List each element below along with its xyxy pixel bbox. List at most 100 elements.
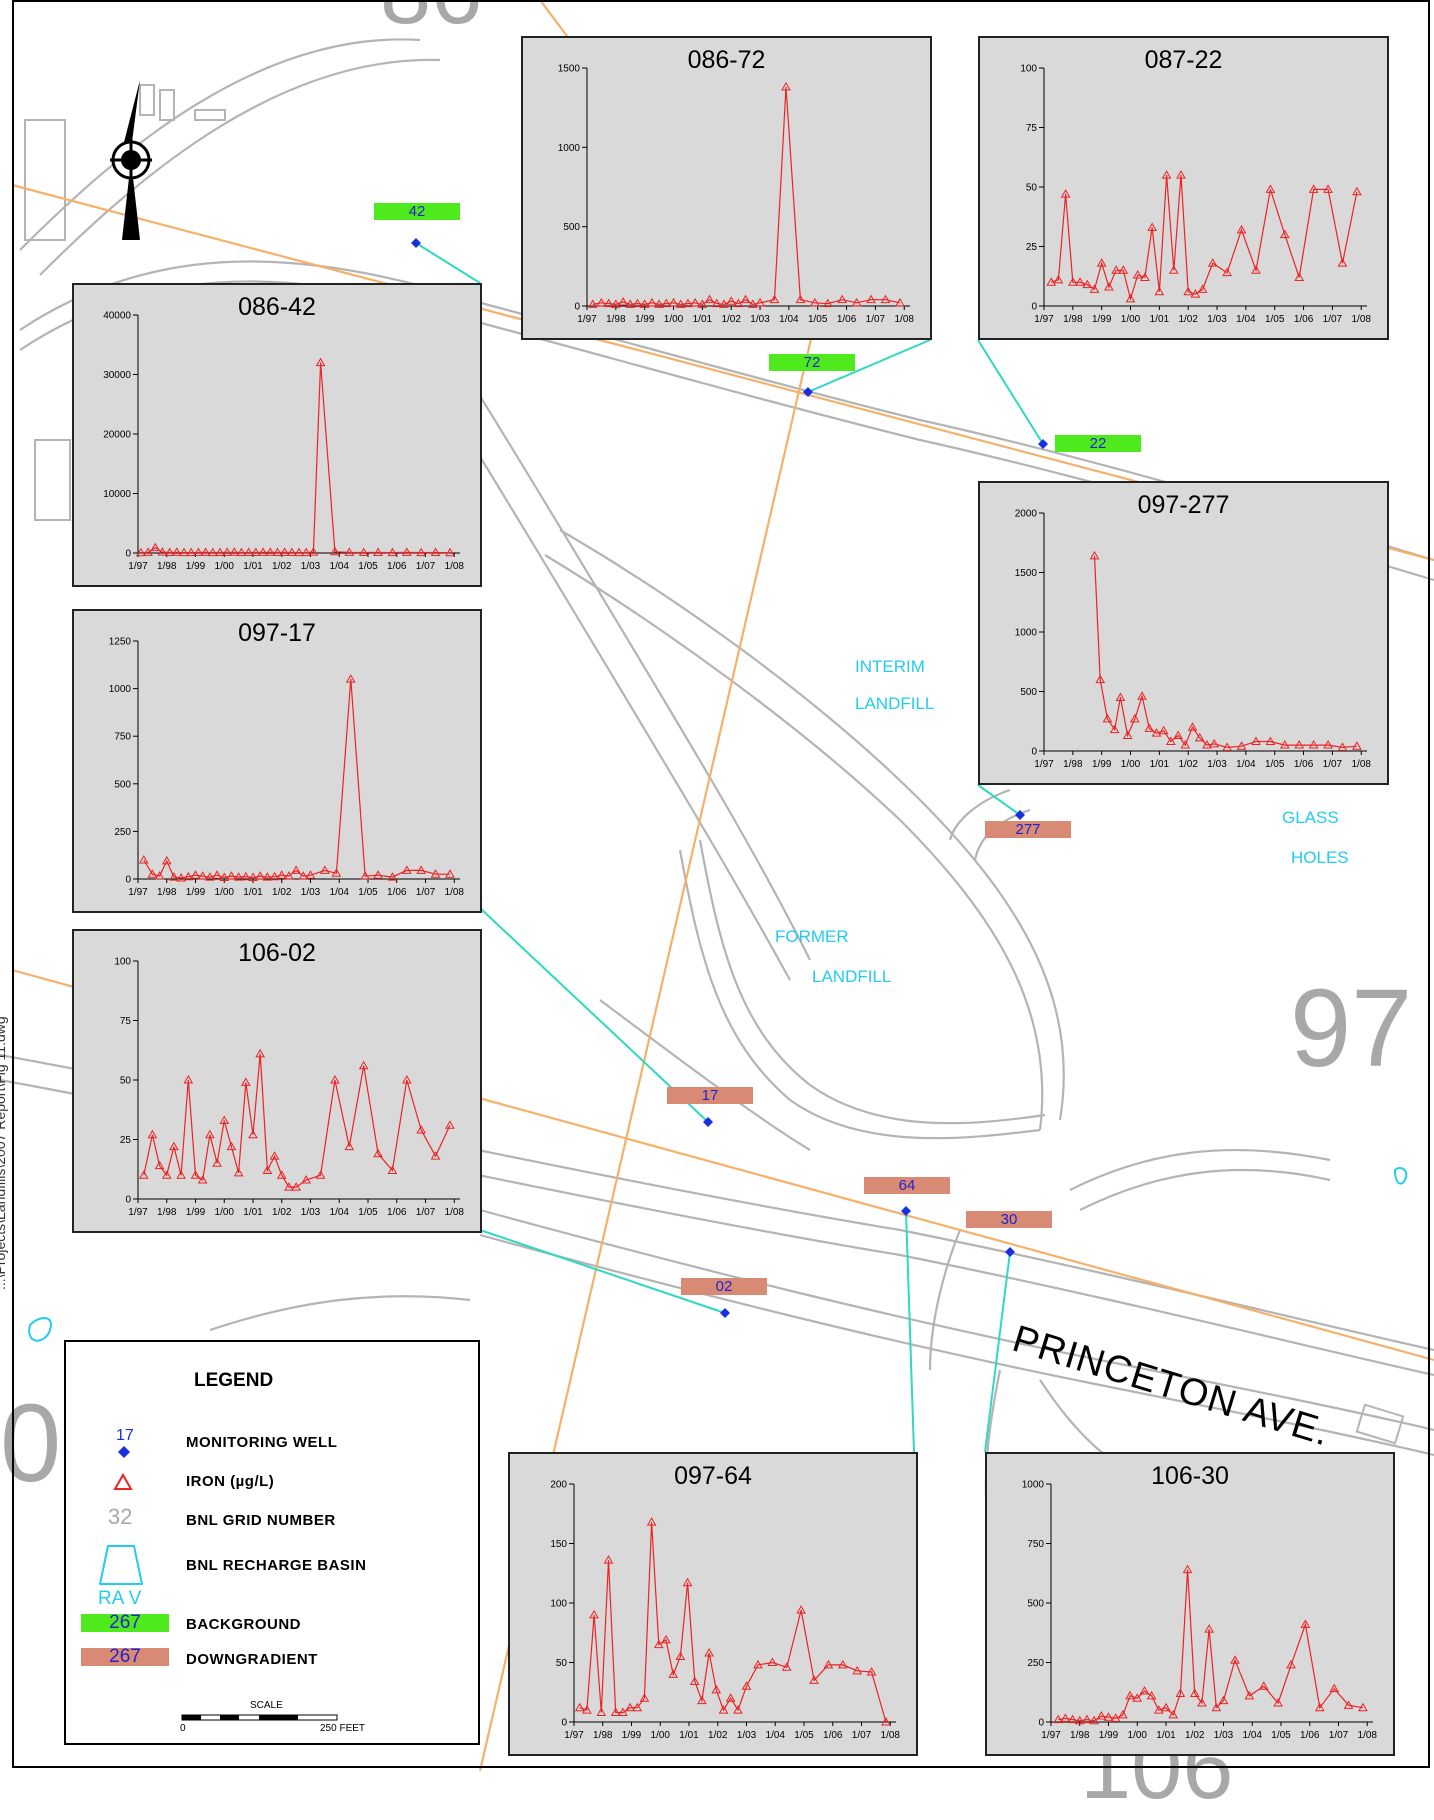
x-tick-label: 1/05 bbox=[358, 887, 378, 898]
landfill-label-former: LANDFILL bbox=[812, 967, 892, 986]
x-tick-label: 1/01 bbox=[679, 1730, 699, 1741]
data-point-triangle bbox=[215, 547, 225, 557]
data-point-triangle bbox=[733, 1705, 743, 1714]
x-tick-label: 1/05 bbox=[358, 1207, 378, 1218]
well-marker[interactable] bbox=[901, 1206, 911, 1216]
data-point-triangle bbox=[205, 1129, 215, 1139]
x-tick-label: 1/04 bbox=[779, 314, 799, 325]
data-point-triangle bbox=[881, 1716, 891, 1726]
well-tag-277[interactable]: 277 bbox=[985, 821, 1071, 838]
legend-basin-label: BNL RECHARGE BASIN bbox=[186, 1557, 367, 1574]
buildings bbox=[24, 84, 1405, 1445]
x-tick-label: 1/98 bbox=[593, 1730, 613, 1741]
data-point-triangle bbox=[430, 1151, 441, 1160]
y-tick-label: 25 bbox=[120, 1135, 132, 1146]
data-point-triangle bbox=[330, 546, 340, 556]
x-tick-label: 1/97 bbox=[128, 1207, 148, 1218]
data-point-triangle bbox=[1244, 1690, 1255, 1700]
well-tag-64[interactable]: 64 bbox=[864, 1177, 950, 1194]
well-marker[interactable] bbox=[1015, 810, 1025, 820]
data-point-triangle bbox=[200, 547, 211, 556]
data-point-triangle bbox=[269, 1151, 280, 1160]
x-tick-label: 1/01 bbox=[1150, 314, 1170, 325]
data-point-triangle bbox=[866, 1667, 877, 1676]
chart-plot-097-277: 0 500 1000 1500 2000 1/97 1/98 1/99 1/00 1/01 1/02… bbox=[1015, 509, 1372, 771]
legend-grid-label: BNL GRID NUMBER bbox=[186, 1512, 336, 1529]
data-point-triangle bbox=[781, 82, 791, 91]
data-point-triangle bbox=[1168, 1709, 1179, 1719]
x-tick-label: 1/97 bbox=[128, 887, 148, 898]
data-point-triangle bbox=[169, 1141, 179, 1151]
well-marker[interactable] bbox=[720, 1308, 730, 1318]
x-tick-label: 1/05 bbox=[794, 1730, 814, 1741]
data-point-triangle bbox=[747, 299, 758, 308]
data-point-triangle bbox=[1132, 1693, 1143, 1702]
well-tag-17[interactable]: 17 bbox=[667, 1087, 753, 1104]
data-point-triangle bbox=[639, 1693, 650, 1702]
y-tick-label: 0 bbox=[125, 549, 131, 560]
y-tick-label: 1500 bbox=[1015, 568, 1038, 579]
x-tick-label: 1/03 bbox=[1214, 1730, 1234, 1741]
data-point-triangle bbox=[373, 1148, 383, 1158]
data-point-triangle bbox=[229, 547, 240, 556]
chart-plot-097-64: 0 50 100 150 200 1/97 1/98 1/99 1/00 1/01 1/02 1/03… bbox=[550, 1480, 900, 1742]
data-point-triangle bbox=[233, 1167, 244, 1177]
data-point-triangle bbox=[661, 298, 672, 308]
x-tick-label: 1/05 bbox=[808, 314, 828, 325]
data-point-triangle bbox=[331, 868, 342, 877]
data-point-triangle bbox=[1194, 732, 1205, 742]
x-tick-label: 1/07 bbox=[416, 887, 436, 898]
well-tag-22[interactable]: 22 bbox=[1055, 435, 1141, 452]
data-point-triangle bbox=[726, 296, 737, 305]
x-tick-label: 1/00 bbox=[651, 1730, 671, 1741]
data-point-triangle bbox=[276, 1170, 287, 1179]
chart-title: 106-02 bbox=[238, 939, 316, 967]
data-point-triangle bbox=[661, 1634, 671, 1644]
well-marker[interactable] bbox=[803, 387, 813, 397]
well-tag-30[interactable]: 30 bbox=[966, 1211, 1052, 1228]
x-tick-label: 1/02 bbox=[1178, 759, 1198, 770]
well-marker[interactable] bbox=[411, 238, 421, 248]
chart-title: 086-42 bbox=[238, 293, 316, 321]
data-point-triangle bbox=[251, 547, 261, 557]
x-tick-label: 1/00 bbox=[1128, 1730, 1148, 1741]
data-point-triangle bbox=[711, 1684, 722, 1694]
x-tick-label: 1/98 bbox=[157, 887, 177, 898]
well-tag-02[interactable]: 02 bbox=[681, 1278, 767, 1295]
well-tag-72[interactable]: 72 bbox=[769, 354, 855, 371]
data-point-triangle bbox=[272, 547, 283, 556]
well-marker[interactable] bbox=[703, 1117, 713, 1127]
y-tick-label: 0 bbox=[1031, 302, 1037, 313]
data-point-triangle bbox=[197, 1174, 208, 1184]
y-tick-label: 150 bbox=[550, 1539, 567, 1550]
data-point-triangle bbox=[1129, 713, 1140, 723]
data-point-triangle bbox=[315, 357, 326, 367]
data-point-triangle bbox=[401, 865, 412, 874]
y-tick-label: 1000 bbox=[558, 143, 581, 154]
x-tick-label: 1/04 bbox=[330, 887, 350, 898]
data-point-triangle bbox=[1151, 728, 1162, 737]
data-point-triangle bbox=[1173, 730, 1183, 740]
data-point-triangle bbox=[1352, 186, 1362, 196]
data-point-triangle bbox=[1323, 184, 1333, 193]
x-tick-label: 1/99 bbox=[186, 561, 206, 572]
y-tick-label: 2000 bbox=[1015, 509, 1038, 520]
data-point-triangle bbox=[740, 294, 751, 304]
x-tick-label: 1/05 bbox=[1271, 1730, 1291, 1741]
data-point-triangle bbox=[603, 1555, 614, 1564]
x-tick-label: 1/01 bbox=[693, 314, 713, 325]
data-point-triangle bbox=[1279, 229, 1290, 239]
chart-plot-097-17: 0 250 500 750 1000 1250 1/97 1/98 1/99 1/00 1/01 1/… bbox=[109, 637, 465, 899]
data-point-triangle bbox=[1168, 265, 1179, 274]
data-point-triangle bbox=[1082, 279, 1093, 289]
legend-grid-sample: 32 bbox=[108, 1504, 133, 1529]
data-point-triangle bbox=[262, 872, 273, 881]
well-marker[interactable] bbox=[1005, 1247, 1015, 1257]
well-tag-42[interactable]: 42 bbox=[374, 203, 460, 220]
well-marker[interactable] bbox=[1038, 439, 1048, 449]
data-point-triangle bbox=[1067, 1714, 1078, 1724]
data-point-triangle bbox=[733, 298, 744, 308]
y-tick-label: 250 bbox=[1027, 1658, 1044, 1669]
data-point-triangle bbox=[226, 1141, 237, 1151]
data-point-triangle bbox=[596, 297, 607, 307]
